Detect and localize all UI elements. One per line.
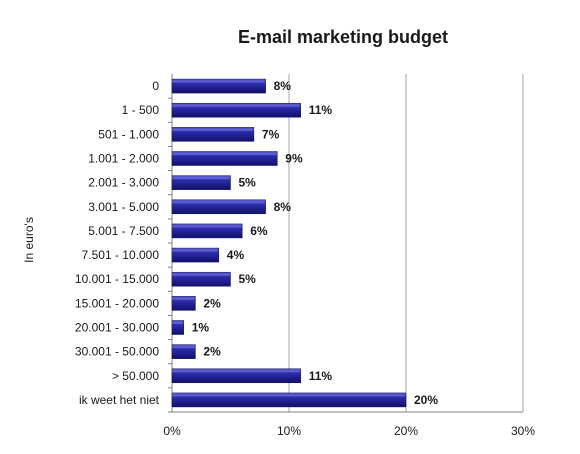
- x-tick-labels: 0% 10% 20% 30%: [163, 424, 535, 438]
- data-label: 2%: [203, 296, 221, 310]
- data-label: 1%: [192, 321, 210, 335]
- data-labels: 8% 11% 7% 9% 5% 8% 6% 4% 5% 2% 1% 2% 11% 20%: [192, 79, 439, 407]
- bar-highlight: [172, 322, 183, 324]
- bar-highlight: [172, 128, 253, 131]
- data-label: 4%: [227, 248, 245, 262]
- x-tick-label: 0%: [163, 424, 181, 438]
- bar: [171, 102, 301, 118]
- data-label: 2%: [203, 345, 221, 359]
- category-label: 501 - 1.000: [98, 127, 159, 141]
- bars: [171, 78, 407, 408]
- category-labels: 0 1 - 500 501 - 1.000 1.001 - 2.000 2.001 - …: [75, 79, 160, 407]
- category-label: 1 - 500: [122, 103, 160, 117]
- category-label: 3.001 - 5.000: [88, 200, 159, 214]
- bar: [171, 175, 231, 190]
- bar-highlight: [172, 394, 405, 397]
- data-label: 8%: [274, 79, 292, 93]
- bar: [171, 78, 266, 94]
- category-label: 15.001 - 20.000: [75, 296, 159, 310]
- data-label: 11%: [309, 103, 333, 117]
- bar: [171, 296, 196, 311]
- data-label: 7%: [262, 127, 280, 141]
- bar-highlight: [172, 104, 300, 107]
- bar: [171, 271, 231, 287]
- bar: [171, 247, 220, 263]
- bar: [171, 320, 184, 335]
- bar: [171, 199, 266, 215]
- category-label: 7.501 - 10.000: [82, 248, 160, 262]
- bar-highlight: [172, 80, 265, 83]
- bar: [171, 344, 196, 359]
- bar-highlight: [172, 346, 195, 349]
- bar-highlight: [172, 273, 230, 276]
- category-label: 30.001 - 50.000: [75, 345, 159, 359]
- data-label: 11%: [309, 369, 333, 383]
- gridlines: [168, 74, 524, 413]
- bar: [171, 127, 255, 142]
- data-label: 8%: [274, 200, 292, 214]
- bar: [171, 392, 407, 408]
- data-label: 5%: [239, 176, 257, 190]
- bar-highlight: [172, 177, 230, 180]
- category-label: ik weet het niet: [79, 393, 160, 407]
- category-label: > 50.000: [112, 369, 159, 383]
- bar: [171, 151, 278, 166]
- data-label: 6%: [250, 224, 268, 238]
- x-tick-label: 30%: [511, 424, 535, 438]
- x-tick-label: 10%: [277, 424, 301, 438]
- bar-highlight: [172, 297, 195, 300]
- category-label: 1.001 - 2.000: [88, 152, 159, 166]
- bar-highlight: [172, 153, 277, 155]
- data-label: 20%: [414, 393, 438, 407]
- y-axis-label: In euro's: [22, 217, 36, 263]
- bar-highlight: [172, 201, 265, 204]
- chart-title: E-mail marketing budget: [238, 27, 448, 47]
- bar: [171, 368, 301, 384]
- data-label: 9%: [285, 152, 303, 166]
- category-label: 10.001 - 15.000: [75, 272, 159, 286]
- category-label: 5.001 - 7.500: [88, 224, 159, 238]
- bar: [171, 223, 243, 239]
- data-label: 5%: [239, 272, 257, 286]
- category-label: 20.001 - 30.000: [75, 321, 159, 335]
- category-label: 0: [152, 79, 159, 93]
- x-tick-label: 20%: [394, 424, 418, 438]
- bar-highlight: [172, 249, 218, 252]
- bar-highlight: [172, 370, 300, 373]
- category-label: 2.001 - 3.000: [88, 176, 159, 190]
- bar-highlight: [172, 225, 242, 228]
